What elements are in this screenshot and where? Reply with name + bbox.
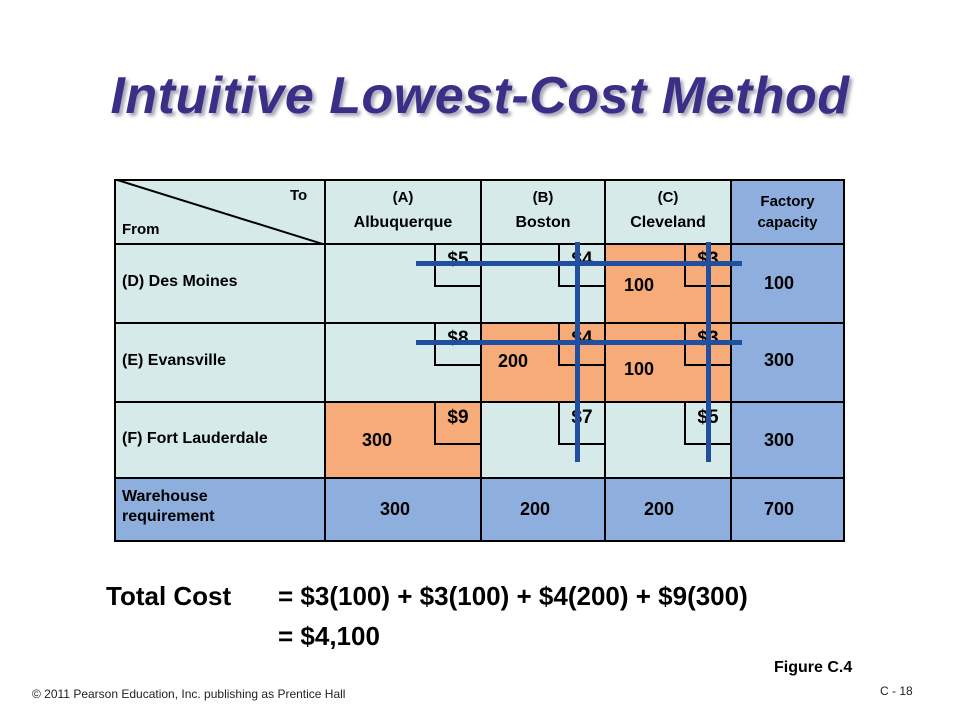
cost-e-b: $4 <box>558 324 604 366</box>
column-code-c: (C) <box>657 189 679 206</box>
requirement-label: Warehouse requirement <box>114 477 326 542</box>
capacity-header-line2: capacity <box>757 214 818 231</box>
total-cost-line1: = $3(100) + $3(100) + $4(200) + $9(300) <box>278 581 748 611</box>
corner-diagonal <box>114 179 326 245</box>
cost-e-a: $8 <box>434 324 480 366</box>
requirement-label-line1: Warehouse <box>122 488 208 505</box>
requirement-c-value: 200 <box>644 499 675 519</box>
shipment-e-b: 200 <box>498 351 529 371</box>
slide-title: Intuitive Lowest-Cost Method <box>110 67 850 125</box>
column-header-a: (A) Albuquerque <box>324 179 482 245</box>
row-label-e: (E) Evansville <box>114 322 326 403</box>
column-header-b: (B) Boston <box>480 179 606 245</box>
cell-e-a: $8 <box>324 322 482 403</box>
requirement-label-line2: requirement <box>122 508 215 525</box>
row-label-f-text: (F) Fort Lauderdale <box>122 430 268 447</box>
requirement-c: 200 <box>604 477 732 542</box>
corner-cell: To From <box>114 179 326 245</box>
cell-f-a: $9 300 <box>324 401 482 479</box>
requirement-b-value: 200 <box>520 499 551 519</box>
column-name-a: Albuquerque <box>353 214 453 231</box>
cross-out-column-c <box>706 242 711 462</box>
column-code-a: (A) <box>392 189 414 206</box>
capacity-f: 300 <box>730 401 845 479</box>
cell-d-c: $3 100 <box>604 243 732 324</box>
row-label-e-text: (E) Evansville <box>122 352 227 369</box>
cross-out-column-b <box>575 242 580 462</box>
capacity-header-line1: Factory <box>760 193 815 210</box>
corner-to-label: To <box>290 187 308 204</box>
shipment-e-c: 100 <box>624 359 655 379</box>
requirement-a-value: 300 <box>380 499 411 519</box>
cell-d-a: $5 <box>324 243 482 324</box>
corner-from-label: From <box>122 221 160 238</box>
requirement-total: 700 <box>730 477 845 542</box>
cell-e-c: $3 100 <box>604 322 732 403</box>
cost-d-b: $4 <box>558 245 604 287</box>
capacity-header: Factory capacity <box>730 179 845 245</box>
cost-f-a: $9 <box>434 403 480 445</box>
cell-f-c: $5 <box>604 401 732 479</box>
column-code-b: (B) <box>532 189 554 206</box>
total-cost-label: Total Cost <box>106 581 232 611</box>
cell-d-b: $4 <box>480 243 606 324</box>
column-header-c: (C) Cleveland <box>604 179 732 245</box>
row-label-d: (D) Des Moines <box>114 243 326 324</box>
cost-f-b: $7 <box>558 403 604 445</box>
shipment-d-c: 100 <box>624 275 655 295</box>
transportation-table: To From (A) Albuquerque (B) Boston (C) C… <box>114 179 845 542</box>
column-name-b: Boston <box>515 214 571 231</box>
copyright-text: © 2011 Pearson Education, Inc. publishin… <box>32 687 346 701</box>
capacity-e-value: 300 <box>764 350 795 370</box>
figure-label: Figure C.4 <box>774 659 853 676</box>
column-name-c: Cleveland <box>630 214 706 231</box>
row-label-d-text: (D) Des Moines <box>122 273 238 290</box>
total-cost-line2: = $4,100 <box>278 621 380 651</box>
shipment-f-a: 300 <box>362 430 393 450</box>
cell-e-b: $4 200 <box>480 322 606 403</box>
requirement-a: 300 <box>324 477 482 542</box>
page-number: C - 18 <box>880 684 913 698</box>
requirement-total-value: 700 <box>764 499 795 519</box>
capacity-e: 300 <box>730 322 845 403</box>
cell-f-b: $7 <box>480 401 606 479</box>
capacity-d: 100 <box>730 243 845 324</box>
requirement-b: 200 <box>480 477 606 542</box>
capacity-f-value: 300 <box>764 430 795 450</box>
cost-d-a: $5 <box>434 245 480 287</box>
capacity-d-value: 100 <box>764 273 795 293</box>
row-label-f: (F) Fort Lauderdale <box>114 401 326 479</box>
